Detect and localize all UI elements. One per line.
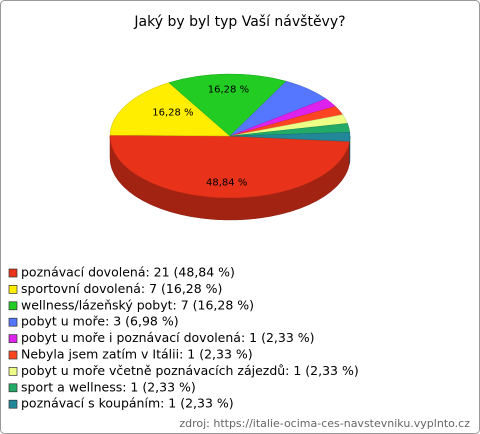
pie-slice xyxy=(109,134,350,199)
legend-swatch xyxy=(8,399,18,409)
legend-label: pobyt u moře včetně poznávacích zájezdů:… xyxy=(21,363,359,378)
legend-swatch xyxy=(8,334,18,343)
legend-swatch xyxy=(8,367,18,376)
legend-swatch xyxy=(8,383,18,393)
legend-swatch xyxy=(8,317,18,327)
slice-label: 16,28 % xyxy=(208,85,249,96)
legend-swatch xyxy=(8,268,18,278)
legend-label: sportovní dovolená: 7 (16,28 %) xyxy=(21,281,222,296)
legend-label: sport a wellness: 1 (2,33 %) xyxy=(21,379,196,394)
legend-label: Nebyla jsem zatím v Itálii: 1 (2,33 %) xyxy=(21,347,253,362)
legend-label: pobyt u moře i poznávací dovolená: 1 (2,… xyxy=(21,330,315,345)
legend-swatch xyxy=(8,285,18,294)
pie-slice xyxy=(229,132,351,142)
legend-label: poznávací s koupáním: 1 (2,33 %) xyxy=(21,396,234,411)
pie-slice xyxy=(109,82,231,137)
legend-label: poznávací dovolená: 21 (48,84 %) xyxy=(21,265,235,280)
legend-label: wellness/lázeňský pobyt: 7 (16,28 %) xyxy=(21,297,254,312)
chart-title: Jaký by byl typ Vaší návštěvy? xyxy=(133,14,345,30)
source: zdroj: https://italie-ocima-ces-navstevn… xyxy=(179,417,470,430)
slice-label: 48,84 % xyxy=(206,177,247,188)
slice-label: 16,28 % xyxy=(152,108,193,119)
legend-swatch xyxy=(8,350,18,360)
legend-label: pobyt u moře: 3 (6,98 %) xyxy=(21,314,179,329)
legend-swatch xyxy=(8,301,18,311)
pie-slice xyxy=(168,73,287,137)
